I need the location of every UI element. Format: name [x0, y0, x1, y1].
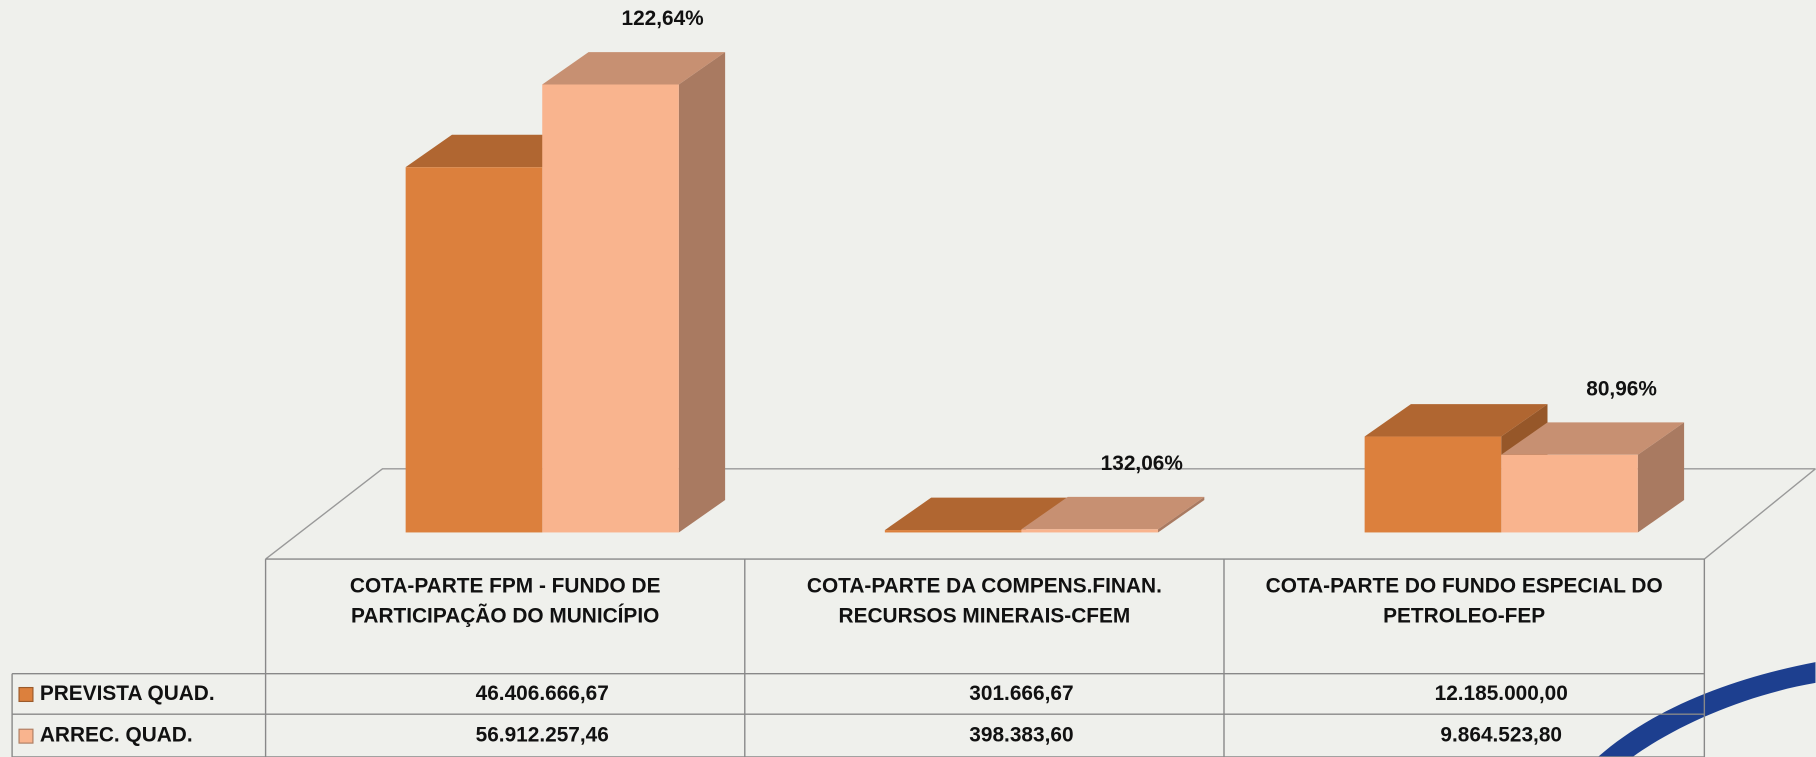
- value-label: 56.912.257,46: [476, 724, 609, 747]
- value-label: 301.666,67: [969, 682, 1073, 705]
- bar-front: [542, 84, 679, 533]
- bar-front: [1501, 454, 1638, 533]
- value-label: 9.864.523,80: [1440, 724, 1562, 747]
- bar-side: [1637, 422, 1685, 533]
- category-cell: COTA-PARTE FPM - FUNDO DE PARTICIPAÇÃO D…: [349, 574, 661, 628]
- category-cell: COTA-PARTE DO FUNDO ESPECIAL DO PETROLEO…: [1265, 574, 1663, 628]
- floor-right: [1703, 468, 1816, 560]
- bar: [1501, 422, 1685, 533]
- annotation: 80,96%: [1586, 377, 1657, 400]
- floor-back: [265, 468, 1816, 560]
- bar-front: [405, 167, 543, 533]
- data-table: [11, 558, 1706, 757]
- bar: [1021, 496, 1205, 533]
- value-label: 12.185.000,00: [1435, 682, 1568, 705]
- legend-label: ARREC. QUAD.: [40, 724, 193, 747]
- bar-front: [1364, 436, 1502, 533]
- legend-label: PREVISTA QUAD.: [40, 682, 215, 705]
- category-cell: COTA-PARTE DA COMPENS.FINAN. RECURSOS MI…: [806, 574, 1162, 628]
- value-label: 398.383,60: [969, 724, 1073, 747]
- legend-swatch: [18, 728, 34, 744]
- annotation: 132,06%: [1101, 452, 1183, 475]
- bar-side: [678, 52, 726, 533]
- bar-top: [1364, 404, 1548, 437]
- x-tick-label: COTA-PARTE FPM - FUNDO DE PARTICIPAÇÃO D…: [349, 574, 661, 628]
- annotation: 122,64%: [621, 7, 703, 30]
- value-label: 46.406.666,67: [476, 682, 609, 705]
- bar: [542, 52, 726, 533]
- floor: [265, 468, 1816, 560]
- bar-top: [884, 497, 1068, 531]
- legend-swatch: [18, 686, 34, 703]
- x-tick-label: COTA-PARTE DO FUNDO ESPECIAL DO PETROLEO…: [1265, 574, 1663, 628]
- bar-side: [1158, 496, 1205, 533]
- bar-top: [1021, 496, 1205, 530]
- bar-front: [1021, 529, 1159, 533]
- x-tick-label: COTA-PARTE DA COMPENS.FINAN. RECURSOS MI…: [806, 574, 1162, 628]
- bar-front: [884, 530, 1022, 533]
- bar-top: [1501, 422, 1685, 455]
- decoration-swoosh: [1597, 662, 1816, 757]
- bar-top: [542, 52, 726, 85]
